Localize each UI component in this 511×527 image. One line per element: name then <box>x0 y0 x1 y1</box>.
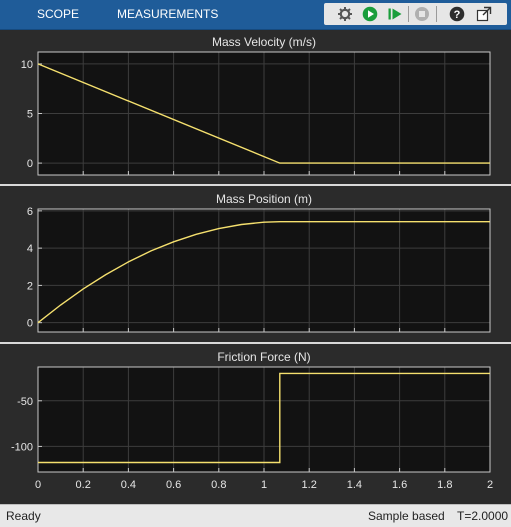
y-tick-label: 4 <box>27 243 33 255</box>
x-tick-label: 0.2 <box>76 479 91 491</box>
x-tick-label: 1.2 <box>302 479 317 491</box>
x-tick-label: 1.8 <box>437 479 452 491</box>
signal-trace <box>38 372 490 464</box>
y-tick-label: 0 <box>27 318 33 330</box>
plot-title: Friction Force (N) <box>217 350 310 364</box>
stop-icon[interactable] <box>413 5 431 23</box>
y-tick-label: 0 <box>27 158 33 170</box>
run-icon[interactable] <box>361 5 379 23</box>
signal-trace <box>37 63 490 164</box>
x-tick-label: 1.4 <box>347 479 362 491</box>
signal-trace <box>37 220 490 324</box>
panel-divider <box>0 184 511 186</box>
undock-icon[interactable] <box>475 5 493 23</box>
step-forward-icon[interactable] <box>386 5 404 23</box>
x-tick-label: 0.8 <box>211 479 226 491</box>
y-tick-label: 5 <box>27 109 33 121</box>
y-tick-label: 10 <box>21 59 33 71</box>
x-tick-label: 0 <box>35 479 41 491</box>
tab-scope[interactable]: SCOPE <box>37 7 80 21</box>
help-icon[interactable]: ? <box>448 5 466 23</box>
mass-velocity-axes[interactable]: 0 5 10 Mass Velocity (m/s) <box>21 35 491 176</box>
x-tick-label: 1.6 <box>392 479 407 491</box>
settings-icon[interactable] <box>336 5 354 23</box>
panel-divider <box>0 342 511 344</box>
quick-access-toolbar: ? <box>324 3 507 25</box>
status-time-text: T=2.0000 <box>457 509 509 523</box>
y-tick-label: 2 <box>27 280 33 292</box>
status-ready-text: Ready <box>6 509 41 523</box>
y-tick-label: 6 <box>27 206 33 218</box>
x-tick-label: 0.6 <box>166 479 181 491</box>
tab-measurements[interactable]: MEASUREMENTS <box>117 7 219 21</box>
friction-force-axes[interactable]: -100 -50 0 0.2 0.4 0.6 0.8 1 1.2 1.4 1.6 1.8 2 Fricti… <box>11 350 493 491</box>
y-tick-label: -100 <box>11 441 33 453</box>
plot-title: Mass Position (m) <box>216 192 312 206</box>
y-tick-label: -50 <box>17 396 33 408</box>
status-bar: Ready Sample based T=2.0000 <box>0 504 511 527</box>
scope-toolstrip: SCOPE MEASUREMENTS <box>0 0 511 30</box>
x-tick-label: 1 <box>261 479 267 491</box>
x-tick-label: 2 <box>487 479 493 491</box>
x-tick-label: 0.4 <box>121 479 136 491</box>
mass-position-axes[interactable]: 0 2 4 6 Mass Position (m) <box>27 192 491 333</box>
svg-text:?: ? <box>454 9 461 21</box>
plot-title: Mass Velocity (m/s) <box>212 35 316 49</box>
status-mode-text: Sample based <box>368 509 445 523</box>
